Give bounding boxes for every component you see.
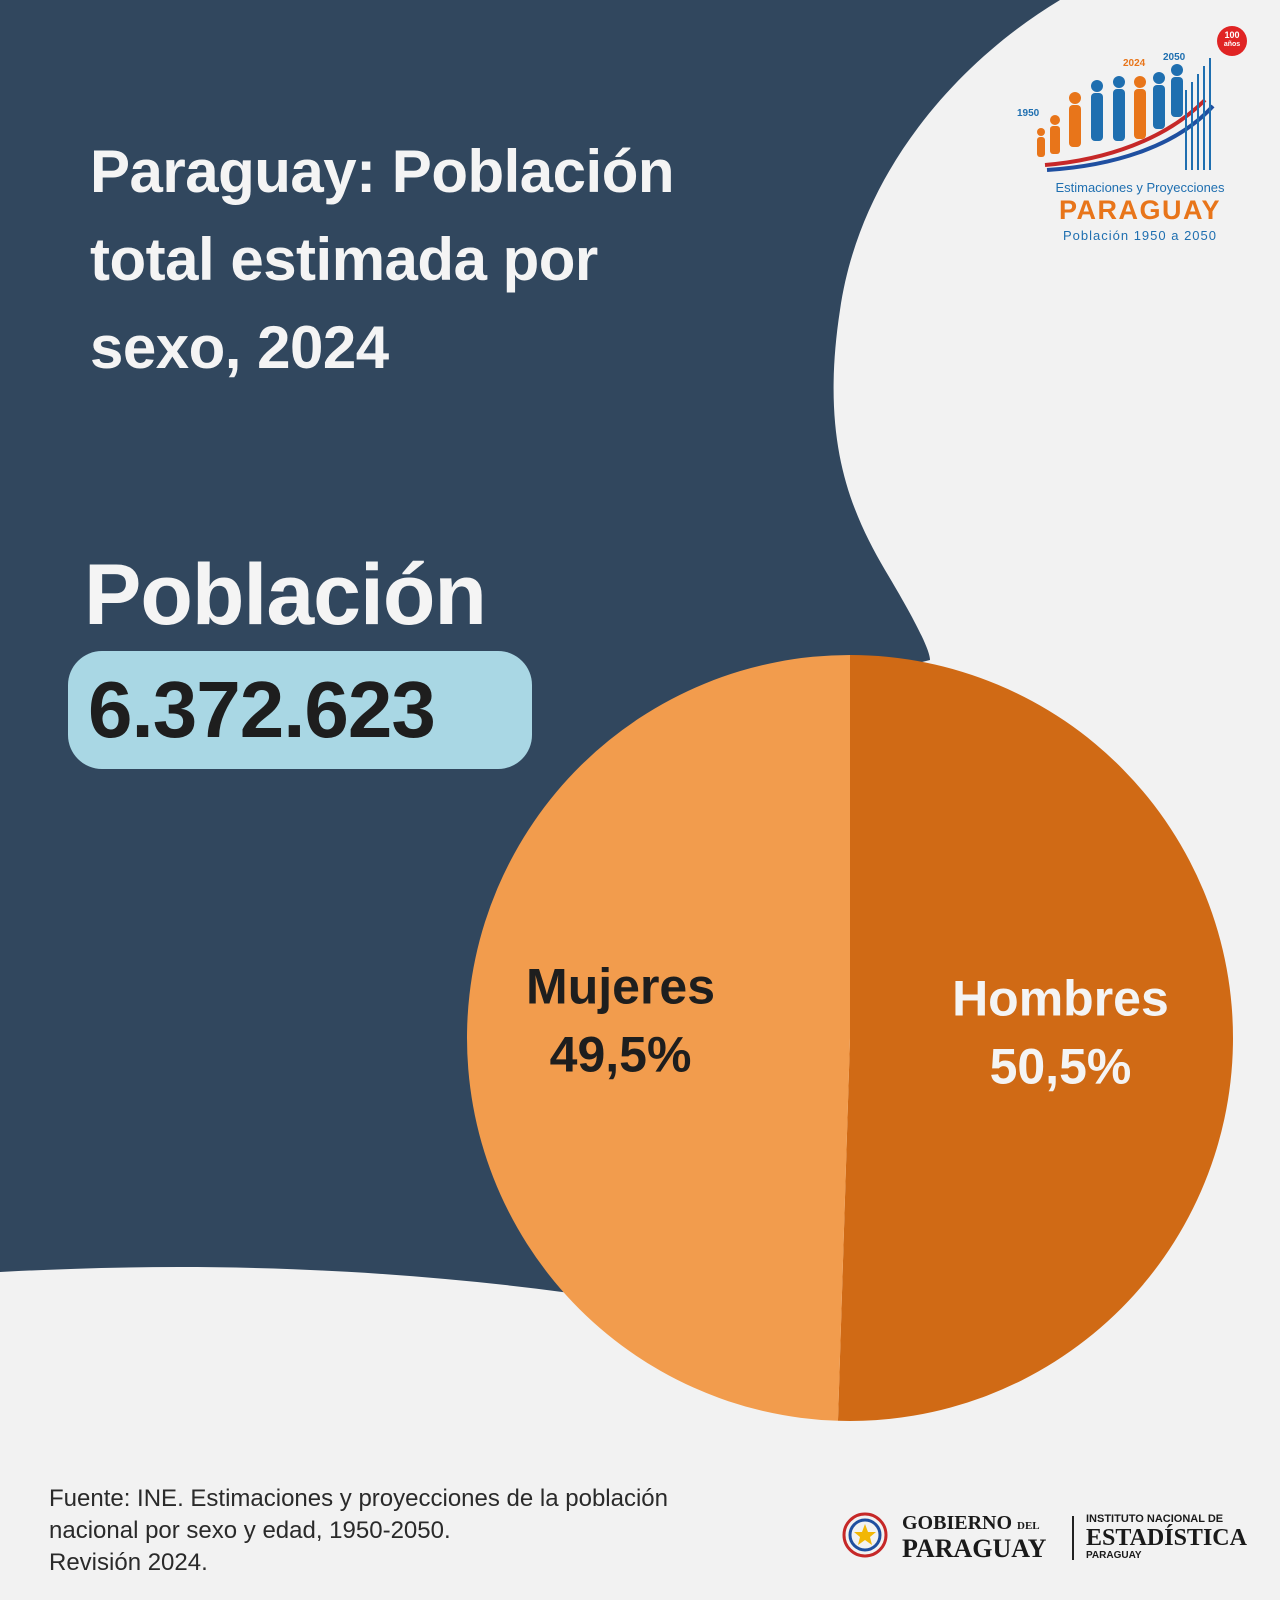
- del-text: DEL: [1017, 1520, 1040, 1532]
- slice-label-hombres: Hombres: [952, 970, 1169, 1026]
- source-note: Fuente: INE. Estimaciones y proyecciones…: [49, 1483, 829, 1579]
- title-line-2: total estimada por: [90, 226, 598, 293]
- slice-value-mujeres: 49,5%: [550, 1027, 692, 1083]
- population-value: 6.372.623: [88, 665, 436, 754]
- logo-line-3: Población 1950 a 2050: [1062, 228, 1217, 243]
- source-line-2: nacional por sexo y edad, 1950-2050.: [49, 1517, 451, 1544]
- pie-slice-hombres: [837, 655, 1233, 1421]
- slice-value-hombres: 50,5%: [990, 1038, 1132, 1094]
- logo-line-1: Estimaciones y Proyecciones: [1055, 180, 1225, 195]
- government-logos: GOBIERNO DEL PARAGUAY INSTITUTO NACIONAL…: [842, 1508, 1262, 1568]
- paraguay-text: PARAGUAY: [902, 1534, 1047, 1563]
- ine-logo: INSTITUTO NACIONAL DE ESTADÍSTICA PARAGU…: [1086, 1512, 1247, 1562]
- logo-year-2024: 2024: [1123, 58, 1146, 69]
- gobierno-text: GOBIERNO: [902, 1512, 1013, 1534]
- badge-text: años: [1223, 41, 1241, 48]
- population-pill: [68, 651, 532, 769]
- family-figures-icon: [1037, 58, 1215, 172]
- ine-line-1: INSTITUTO NACIONAL DE: [1086, 1513, 1224, 1525]
- logo-year-2050: 2050: [1163, 52, 1186, 63]
- ine-line-2: ESTADÍSTICA: [1086, 1525, 1247, 1551]
- gobierno-del-paraguay: GOBIERNO DEL PARAGUAY: [902, 1512, 1047, 1563]
- logo-line-2: PARAGUAY: [1058, 195, 1222, 225]
- title-line-3: sexo, 2024: [90, 314, 389, 381]
- national-seal-icon: [842, 1512, 888, 1558]
- title-line-1: Paraguay: Población: [90, 138, 675, 205]
- source-line-1: Fuente: INE. Estimaciones y proyecciones…: [49, 1485, 668, 1512]
- population-label: Población: [84, 547, 487, 643]
- logo-year-1950: 1950: [1017, 108, 1040, 119]
- ine-line-3: PARAGUAY: [1086, 1550, 1142, 1561]
- estimaciones-logo: 1950 2024 2050 100 años Estimaciones y P…: [1017, 20, 1247, 250]
- pie-slice-mujeres: [466, 655, 850, 1421]
- badge-number: 100: [1224, 30, 1240, 40]
- source-line-3: Revisión 2024.: [49, 1549, 208, 1576]
- slice-label-mujeres: Mujeres: [526, 959, 715, 1015]
- logo-divider: [1072, 1516, 1074, 1560]
- chart-title: Paraguay: Población total estimada por s…: [90, 128, 810, 392]
- 100-anos-badge: 100 años: [1217, 26, 1247, 56]
